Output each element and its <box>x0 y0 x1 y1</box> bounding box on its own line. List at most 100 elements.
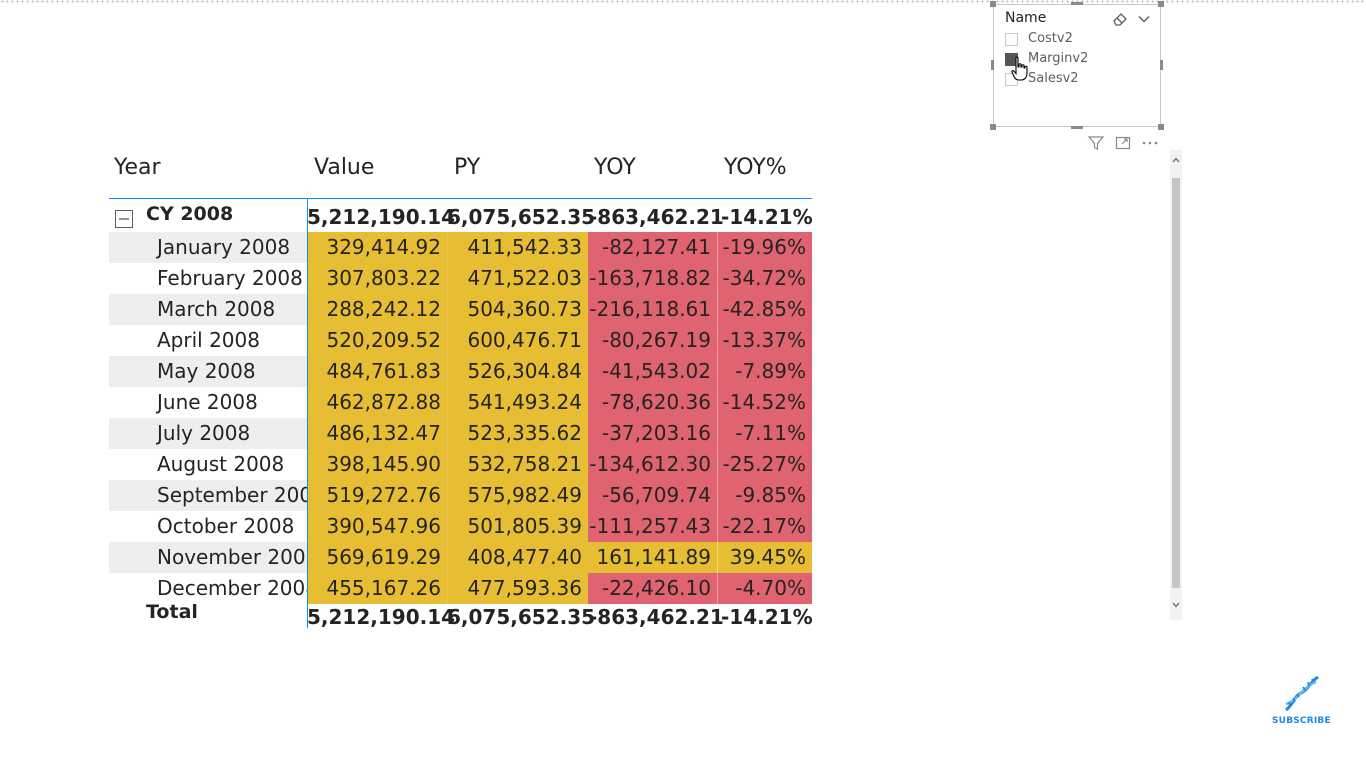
cell-py: 600,476.71 <box>448 325 588 356</box>
cell-py: 411,542.33 <box>448 232 588 263</box>
cell-yoy: -80,267.19 <box>588 325 718 356</box>
cell-yoy: -134,612.30 <box>588 449 718 480</box>
slicer-header: Name <box>1005 10 1155 28</box>
cell-yoy-pct: -19.96% <box>718 232 812 263</box>
resize-handle[interactable] <box>1158 124 1164 130</box>
scrollbar-thumb[interactable] <box>1172 178 1180 588</box>
slicer-item-label: Salesv2 <box>1028 71 1079 86</box>
slicer-title: Name <box>1005 10 1047 26</box>
slicer-item-label: Costv2 <box>1028 31 1073 46</box>
cell-yoy-pct: -4.70% <box>718 573 812 604</box>
resize-handle[interactable] <box>1158 1 1164 7</box>
row-header-month: October 2008 <box>157 514 295 538</box>
name-slicer[interactable]: Name Costv2 Marginv2 Salesv2 <box>993 4 1161 127</box>
resize-handle[interactable] <box>991 60 994 70</box>
checkbox[interactable] <box>1005 33 1018 46</box>
scroll-down-icon[interactable] <box>1170 598 1182 612</box>
table-row[interactable]: September 2008 519,272.76 575,982.49 -56,70… <box>109 480 812 511</box>
more-options-icon[interactable] <box>1141 134 1159 152</box>
cell-py: 523,335.62 <box>448 418 588 449</box>
table-row[interactable]: June 2008 462,872.88 541,493.24 -78,620.36-… <box>109 387 812 418</box>
cell-yoy-pct: -7.11% <box>718 418 812 449</box>
cell-value: 398,145.90 <box>308 449 448 480</box>
row-header-divider <box>307 198 308 628</box>
cell-yoy: -78,620.36 <box>588 387 718 418</box>
resize-handle[interactable] <box>1071 2 1083 5</box>
resize-handle[interactable] <box>1160 60 1163 70</box>
cell-value: 455,167.26 <box>308 573 448 604</box>
resize-handle[interactable] <box>1071 126 1083 129</box>
group-row-cy-2008[interactable]: CY 2008 5,212,190.14 6,075,652.35 -863,4… <box>109 201 813 230</box>
cell-py: 477,593.36 <box>448 573 588 604</box>
slicer-item-label: Marginv2 <box>1028 51 1089 66</box>
cell-yoy-pct: -9.85% <box>718 480 812 511</box>
column-header-py[interactable]: PY <box>454 155 481 180</box>
table-row[interactable]: December 2008 455,167.26 477,593.36 -22,426… <box>109 573 812 604</box>
cell-py: 504,360.73 <box>448 294 588 325</box>
cell-value: 486,132.47 <box>308 418 448 449</box>
subscribe-badge[interactable]: SUBSCRIBE <box>1272 674 1331 730</box>
cell-value: 390,547.96 <box>308 511 448 542</box>
table-row[interactable]: August 2008 398,145.90 532,758.21 -134,612.… <box>109 449 812 480</box>
collapse-icon[interactable] <box>115 210 133 228</box>
visual-header-toolbar <box>1087 134 1162 152</box>
header-divider <box>109 198 812 199</box>
group-label: CY 2008 <box>146 203 234 225</box>
row-header-month: June 2008 <box>157 390 258 414</box>
cell-yoy: -82,127.41 <box>588 232 718 263</box>
total-label: Total <box>146 601 198 623</box>
cell-py: 526,304.84 <box>448 356 588 387</box>
table-row[interactable]: February 2008 307,803.22 471,522.03 -163,71… <box>109 263 812 294</box>
cell-yoy-pct: -22.17% <box>718 511 812 542</box>
total-value: 5,212,190.14 <box>307 605 456 629</box>
row-header-month: August 2008 <box>157 452 285 476</box>
cell-yoy: -163,718.82 <box>588 263 718 294</box>
total-py: 6,075,652.35 <box>447 605 596 629</box>
table-row[interactable]: October 2008 390,547.96 501,805.39 -111,257… <box>109 511 812 542</box>
cell-py: 501,805.39 <box>448 511 588 542</box>
focus-mode-icon[interactable] <box>1114 134 1132 152</box>
top-dotted-border <box>0 0 1366 3</box>
table-row[interactable]: May 2008 484,761.83 526,304.84 -41,543.02 -7… <box>109 356 812 387</box>
group-yoy: -863,462.21 <box>589 205 724 229</box>
cell-py: 408,477.40 <box>448 542 588 573</box>
table-row[interactable]: January 2008 329,414.92 411,542.33 -82,127.… <box>109 232 812 263</box>
cell-yoy: -37,203.16 <box>588 418 718 449</box>
column-header-year[interactable]: Year <box>114 155 161 180</box>
cell-yoy-pct: 39.45% <box>718 542 812 573</box>
cell-yoy-pct: -34.72% <box>718 263 812 294</box>
cell-value: 569,619.29 <box>308 542 448 573</box>
eraser-icon[interactable] <box>1111 11 1129 27</box>
column-header-yoy[interactable]: YOY <box>594 155 636 180</box>
total-yoy: -863,462.21 <box>589 605 724 629</box>
resize-handle[interactable] <box>990 124 996 130</box>
cell-yoy: -56,709.74 <box>588 480 718 511</box>
table-row[interactable]: March 2008 288,242.12 504,360.73 -216,118.6… <box>109 294 812 325</box>
cell-value: 462,872.88 <box>308 387 448 418</box>
cell-yoy: 161,141.89 <box>588 542 718 573</box>
cell-yoy-pct: -14.52% <box>718 387 812 418</box>
column-header-yoy-pct[interactable]: YOY% <box>724 155 787 180</box>
total-yoy-pct: -14.21% <box>721 605 813 629</box>
cell-yoy: -216,118.61 <box>588 294 718 325</box>
chevron-down-icon[interactable] <box>1137 12 1151 26</box>
cell-yoy-pct: -25.27% <box>718 449 812 480</box>
group-yoy-pct: -14.21% <box>721 205 813 229</box>
filter-icon[interactable] <box>1087 134 1105 152</box>
column-header-value[interactable]: Value <box>314 155 375 180</box>
table-row[interactable]: November 2008 569,619.29 408,477.40 161,141… <box>109 542 812 573</box>
cell-yoy-pct: -7.89% <box>718 356 812 387</box>
cell-value: 307,803.22 <box>308 263 448 294</box>
total-row: Total 5,212,190.14 6,075,652.35 -863,462… <box>109 601 813 631</box>
scroll-up-icon[interactable] <box>1170 153 1182 167</box>
cell-py: 532,758.21 <box>448 449 588 480</box>
table-row[interactable]: July 2008 486,132.47 523,335.62 -37,203.16-… <box>109 418 812 449</box>
row-header-month: May 2008 <box>109 356 307 387</box>
vertical-scrollbar[interactable] <box>1170 150 1182 620</box>
table-row[interactable]: April 2008 520,209.52 600,476.71 -80,267.19… <box>109 325 812 356</box>
resize-handle[interactable] <box>990 1 996 7</box>
row-header-month: January 2008 <box>109 232 307 263</box>
row-header-month: March 2008 <box>109 294 307 325</box>
cell-yoy: -111,257.43 <box>588 511 718 542</box>
matrix-visual[interactable]: Year Value PY YOY YOY% CY 2008 5,212,190… <box>109 150 813 631</box>
